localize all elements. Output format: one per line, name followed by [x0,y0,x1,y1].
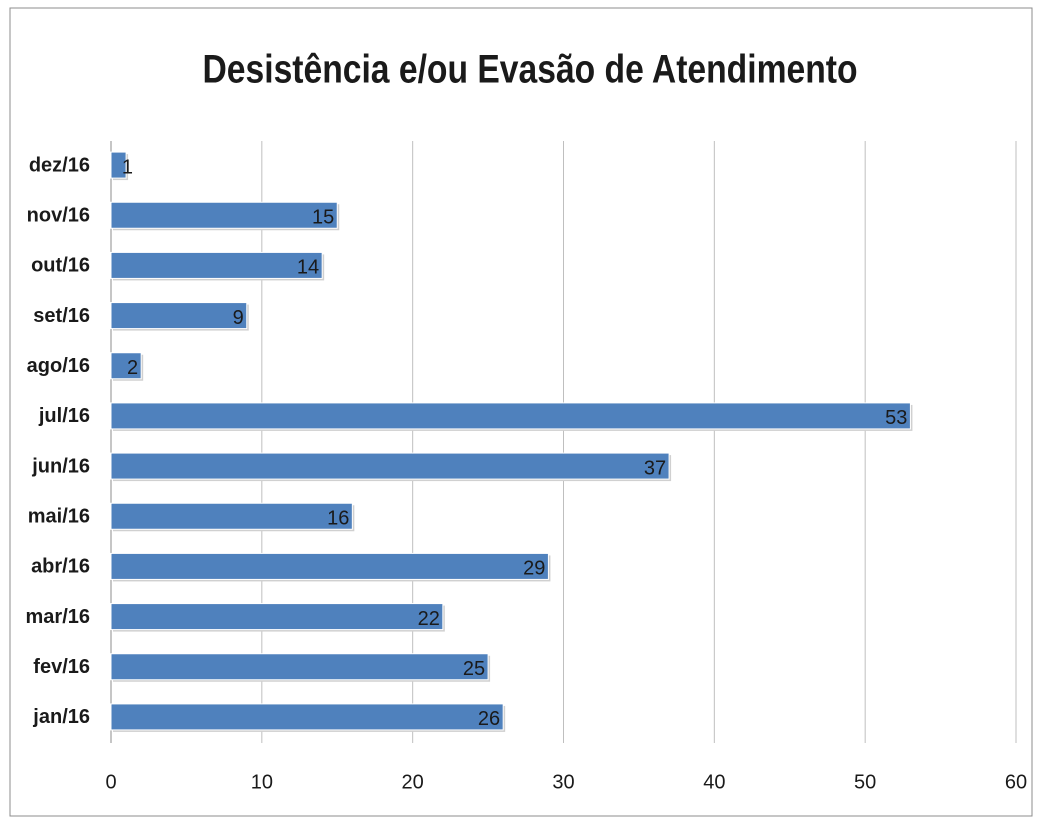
y-tick-label: out/16 [31,255,90,277]
y-tick-label: set/16 [33,305,90,327]
bar [110,302,248,330]
y-tick-label: abr/16 [31,556,90,578]
bar [110,653,489,681]
data-label: 9 [233,307,244,329]
data-label: 1 [122,156,133,178]
y-tick-label: nov/16 [27,205,90,227]
bar [110,452,670,480]
chart-title: Desistência e/ou Evasão de Atendimento [203,48,858,92]
y-tick-label: mar/16 [26,606,91,628]
bar [110,151,127,179]
data-label: 22 [418,608,440,630]
data-label: 14 [297,257,319,279]
data-label: 29 [523,558,545,580]
data-label: 53 [885,407,907,429]
x-tick-label: 40 [703,771,725,793]
data-label: 25 [463,658,485,680]
bar [110,603,444,631]
y-tick-label: ago/16 [27,355,90,377]
x-tick-label: 60 [1005,771,1027,793]
x-tick-label: 10 [251,771,273,793]
x-tick-label: 0 [105,771,116,793]
y-tick-label: jan/16 [32,706,90,728]
x-tick-label: 30 [552,771,574,793]
bar [110,552,549,580]
data-label: 16 [327,508,349,530]
bar [110,402,911,430]
bar [110,251,323,279]
bar [110,703,504,731]
x-tick-label: 20 [402,771,424,793]
bar [110,201,338,229]
data-label: 2 [127,357,138,379]
data-label: 26 [478,708,500,730]
y-tick-label: jul/16 [38,405,90,427]
y-tick-label: fev/16 [33,656,90,678]
data-label: 15 [312,207,334,229]
data-label: 37 [644,457,666,479]
y-tick-label: mai/16 [28,506,90,528]
bar [110,502,353,530]
bar [110,352,142,380]
y-tick-label: dez/16 [29,154,90,176]
x-tick-label: 50 [854,771,876,793]
y-tick-label: jun/16 [31,455,90,477]
